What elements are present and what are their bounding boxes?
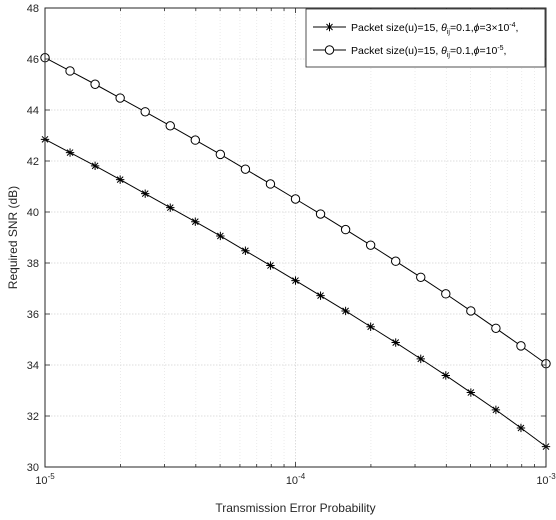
axis-ticks: 30 32 34 36 38 40 42 44 46 48 10-5 10-4 10-3: [27, 3, 556, 487]
series-1-point: [90, 161, 100, 171]
legend: Packet size(u)=15, θij=0.1,ϕ=3×10-4, Pack…: [305, 8, 546, 68]
series-2-point: [65, 66, 75, 76]
y-tick-label: 44: [27, 105, 39, 117]
series-2-point: [340, 224, 351, 235]
series-2-point: [165, 121, 175, 131]
series-1-point: [191, 217, 200, 226]
series-2-point: [240, 164, 251, 174]
legend-entry-1: Packet size(u)=15, θij=0.1,ϕ=3×10-4,: [351, 22, 518, 36]
y-tick-label: 38: [27, 258, 39, 270]
series-1-point: [391, 338, 400, 347]
series-2-point: [265, 179, 276, 189]
series-2-point: [215, 149, 226, 160]
series-2-point: [491, 323, 501, 333]
series-1-point: [65, 148, 75, 157]
series-1-point: [115, 175, 125, 184]
series-2-point: [391, 256, 401, 266]
series-1-point: [441, 371, 451, 380]
series-1-point: [291, 276, 300, 285]
series-2-point: [190, 135, 201, 145]
series-1-point: [316, 291, 325, 300]
series-1-point: [166, 203, 175, 212]
y-tick-label: 46: [27, 54, 39, 66]
legend-marker: [324, 45, 335, 55]
series-1-point: [366, 322, 375, 331]
y-tick-label: 34: [27, 360, 39, 372]
series-1-point: [341, 306, 350, 316]
series-2-point: [90, 79, 100, 89]
series-1-point: [466, 388, 476, 397]
series-2-point: [416, 272, 426, 282]
x-axis-title: Transmission Error Probability: [215, 501, 375, 515]
series-1-point: [266, 261, 275, 270]
series-1-point: [516, 423, 526, 433]
legend-marker: [325, 22, 334, 32]
series-1-point: [141, 189, 150, 198]
x-tick-label: 10-5: [35, 472, 55, 487]
series-2-point: [315, 209, 326, 219]
y-tick-label: 40: [27, 207, 39, 219]
x-tick-label: 10-3: [536, 472, 556, 487]
y-tick-label: 42: [27, 156, 39, 168]
series-2-point: [516, 341, 526, 351]
series-1-point: [241, 246, 250, 255]
y-tick-label: 30: [27, 462, 39, 474]
legend-entry-2: Packet size(u)=15, θij=0.1,ϕ=10-5,: [351, 45, 506, 59]
legend-box: [305, 8, 546, 68]
series-1-point: [491, 405, 501, 415]
y-tick-label: 48: [27, 3, 39, 15]
series-2-point: [115, 93, 125, 103]
y-axis-title: Required SNR (dB): [6, 186, 20, 289]
x-tick-label: 10-4: [286, 472, 306, 487]
series-2-point: [140, 107, 150, 117]
y-tick-label: 36: [27, 309, 39, 321]
series-1-point: [216, 231, 225, 241]
series-2-point: [466, 306, 476, 316]
series-2-point: [441, 289, 451, 299]
series-2-point: [290, 194, 301, 204]
series-1-point: [416, 354, 425, 364]
series-2-point: [365, 240, 376, 250]
y-tick-label: 32: [27, 411, 39, 423]
